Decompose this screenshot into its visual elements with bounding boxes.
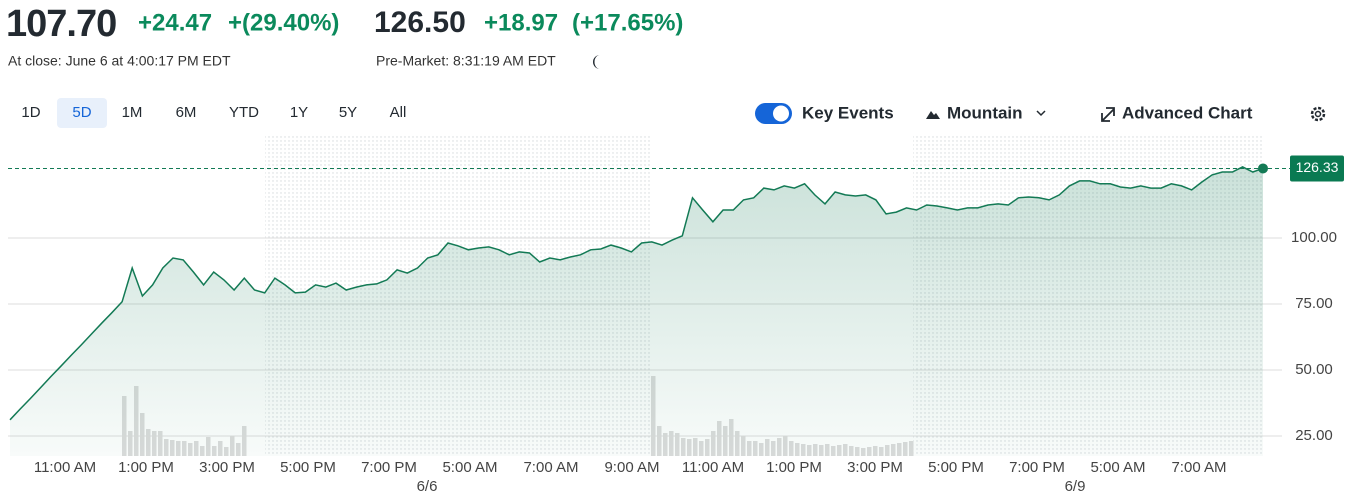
- range-tab[interactable]: All: [390, 104, 407, 121]
- range-tabs: 1D 5D 1M 6M YTD 1Y 5Y All: [21, 98, 406, 128]
- toggle-knob: [773, 105, 789, 122]
- y-tick-label: 100.00: [1291, 229, 1337, 246]
- x-tick-label: 7:00 PM: [1009, 459, 1065, 476]
- range-tab[interactable]: 5Y: [339, 104, 357, 121]
- x-tick-label: 1:00 PM: [118, 459, 174, 476]
- premarket-change: +18.97: [484, 9, 558, 36]
- x-tick-label: 7:00 AM: [523, 459, 578, 476]
- range-tab[interactable]: 6M: [176, 104, 197, 121]
- y-tick-label: 75.00: [1295, 295, 1333, 312]
- key-events-label[interactable]: Key Events: [802, 103, 894, 122]
- range-tab[interactable]: 1M: [122, 104, 143, 121]
- premarket-caption: Pre-Market: 8:31:19 AM EDT: [376, 53, 556, 69]
- close-change: +24.47: [138, 9, 212, 36]
- advanced-chart-label[interactable]: Advanced Chart: [1122, 103, 1253, 122]
- area: [10, 166, 1263, 456]
- last-point: [1258, 163, 1268, 174]
- x-tick-label: 9:00 AM: [604, 459, 659, 476]
- mountain-icon: [926, 111, 940, 119]
- range-tab[interactable]: 5D: [72, 104, 91, 121]
- expand-icon: [1101, 107, 1115, 122]
- range-tab[interactable]: YTD: [229, 104, 259, 121]
- close-price: 107.70: [6, 3, 116, 45]
- moon-icon: [593, 55, 600, 69]
- close-percent: +(29.40%): [228, 9, 339, 36]
- y-tick-label: 25.00: [1295, 427, 1333, 444]
- x-tick-label: 11:00 AM: [34, 459, 96, 476]
- x-tick-label: 3:00 PM: [847, 459, 903, 476]
- settings-icon[interactable]: [1310, 106, 1326, 122]
- close-caption: At close: June 6 at 4:00:17 PM EDT: [8, 53, 231, 69]
- x-tick-label: 5:00 PM: [280, 459, 336, 476]
- x-tick-label: 7:00 PM: [361, 459, 417, 476]
- x-tick-label: 3:00 PM: [199, 459, 255, 476]
- chevron: [1036, 110, 1046, 117]
- plot: 25.00 50.00 75.00 100.00 11:00 AM 1:00 PM 3:00…: [8, 155, 1344, 493]
- x-tick-label: 11:00 AM: [682, 459, 744, 476]
- x-tick-label: 5:00 PM: [928, 459, 984, 476]
- x-tick-label: 5:00 AM: [442, 459, 497, 476]
- x-tick-label: 7:00 AM: [1171, 459, 1226, 476]
- y-tick-label: 50.00: [1295, 361, 1333, 378]
- chart-type-label[interactable]: Mountain: [947, 103, 1023, 122]
- date-label: 6/6: [417, 478, 438, 493]
- date-label: 6/9: [1065, 478, 1086, 493]
- x-tick-label: 1:00 PM: [766, 459, 822, 476]
- premarket-percent: (+17.65%): [572, 9, 683, 36]
- x-tick-label: 5:00 AM: [1090, 459, 1145, 476]
- last-price-label: 126.33: [1296, 159, 1339, 175]
- range-tab[interactable]: 1D: [21, 104, 40, 121]
- selected-tab: [57, 98, 107, 128]
- range-tab[interactable]: 1Y: [290, 104, 308, 121]
- last-price-badge: [1290, 155, 1344, 182]
- premarket-price: 126.50: [374, 6, 466, 39]
- price-line: [9, 166, 1264, 421]
